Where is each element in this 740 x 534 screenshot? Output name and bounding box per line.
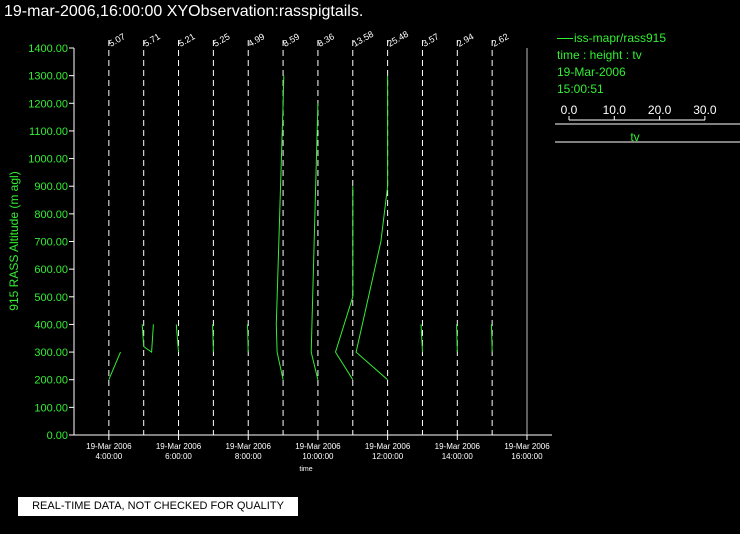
y-tick-label: 300.00 bbox=[34, 347, 68, 359]
x-tick-date: 19-Mar 2006 bbox=[295, 442, 341, 451]
profile-line bbox=[212, 324, 214, 353]
profile-max-label: 13.58 bbox=[351, 29, 376, 49]
x-tick-time: 4:00:00 bbox=[95, 452, 122, 461]
y-tick-label: 1100.00 bbox=[29, 126, 68, 138]
profile-max-label: 5.71 bbox=[142, 31, 162, 48]
legend-series: iss-mapr/rass915 bbox=[557, 30, 666, 47]
profile-max-label: 5.07 bbox=[107, 31, 127, 48]
profiles: 5.07 5.71 5.21 5.25 4.99 8.59 8.36 13.58 25.48 3.… bbox=[107, 29, 510, 435]
y-tick-label: 700.00 bbox=[34, 237, 68, 249]
legend-scale-tick-label: 30.0 bbox=[693, 103, 717, 117]
legend-series-name: iss-mapr/rass915 bbox=[574, 31, 667, 45]
x-tick-date: 19-Mar 2006 bbox=[156, 442, 202, 451]
profile-max-label: 8.36 bbox=[316, 31, 336, 48]
profile-max-label: 2.62 bbox=[490, 31, 510, 48]
legend-date: 19-Mar-2006 bbox=[557, 65, 626, 79]
x-axis-label: time bbox=[299, 466, 312, 473]
legend-scale: 0.0 10.0 20.0 30.0 tv bbox=[555, 103, 740, 144]
x-tick-time: 16:00:00 bbox=[511, 452, 543, 461]
y-tick-label: 400.00 bbox=[34, 319, 68, 331]
y-tick-label: 800.00 bbox=[34, 209, 68, 221]
x-tick-date: 19-Mar 2006 bbox=[86, 442, 132, 451]
x-tick-time: 14:00:00 bbox=[442, 452, 474, 461]
profile-line bbox=[456, 324, 458, 353]
legend-scale-label: tv bbox=[630, 130, 639, 144]
profile-max-label: 2.94 bbox=[455, 31, 475, 48]
y-axis: 0.00 100.00 200.00 300.00 400.00 500.00 600.00… bbox=[28, 43, 75, 442]
y-tick-label: 900.00 bbox=[34, 181, 68, 193]
legend-line-swatch bbox=[557, 38, 573, 40]
y-tick-label: 1200.00 bbox=[28, 98, 68, 110]
x-tick-date: 19-Mar 2006 bbox=[226, 442, 272, 451]
profile-line bbox=[175, 324, 179, 353]
profile-line bbox=[490, 324, 493, 353]
y-tick-label: 1400.00 bbox=[28, 43, 68, 55]
x-tick-time: 12:00:00 bbox=[372, 452, 404, 461]
x-tick-date: 19-Mar 2006 bbox=[435, 442, 481, 451]
profile-line bbox=[355, 75, 389, 381]
profile-max-label: 25.48 bbox=[386, 29, 411, 49]
profile-line bbox=[420, 324, 423, 353]
profile-max-label: 8.59 bbox=[281, 31, 301, 48]
x-tick-date: 19-Mar 2006 bbox=[504, 442, 550, 451]
x-tick-time: 10:00:00 bbox=[302, 452, 334, 461]
profile-max-label: 5.21 bbox=[177, 31, 197, 48]
legend-variable: time : height : tv bbox=[557, 48, 642, 62]
profile-line bbox=[275, 75, 285, 380]
profile-line bbox=[108, 351, 121, 380]
legend-scale-tick-label: 10.0 bbox=[603, 103, 627, 117]
legend-scale-tick-label: 0.0 bbox=[561, 103, 578, 117]
y-tick-label: 600.00 bbox=[34, 264, 68, 276]
x-tick-time: 8:00:00 bbox=[235, 452, 262, 461]
page-title: 19-mar-2006,16:00:00 XYObservation:rassp… bbox=[4, 3, 364, 20]
y-tick-label: 0.00 bbox=[47, 430, 68, 442]
profile-max-label: 3.57 bbox=[420, 31, 440, 48]
y-tick-label: 1300.00 bbox=[28, 71, 68, 83]
profile-max-label: 5.25 bbox=[211, 31, 231, 48]
profile-line bbox=[334, 186, 354, 380]
y-tick-label: 500.00 bbox=[34, 292, 68, 304]
legend: iss-mapr/rass915 time : height : tv 19-M… bbox=[557, 30, 666, 98]
y-axis-label: 915 RASS Altitude (m agl) bbox=[7, 171, 21, 310]
profile-line bbox=[310, 103, 319, 380]
quality-notice: REAL-TIME DATA, NOT CHECKED FOR QUALITY bbox=[18, 497, 298, 516]
y-tick-label: 100.00 bbox=[34, 402, 68, 414]
x-tick-date: 19-Mar 2006 bbox=[365, 442, 411, 451]
legend-scale-tick-label: 20.0 bbox=[648, 103, 672, 117]
x-tick-time: 6:00:00 bbox=[165, 452, 192, 461]
legend-time: 15:00:51 bbox=[557, 82, 604, 96]
y-tick-label: 1000.00 bbox=[28, 154, 68, 166]
profile-line bbox=[141, 324, 154, 354]
profile-line bbox=[247, 324, 249, 353]
y-tick-label: 200.00 bbox=[34, 375, 68, 387]
profile-max-label: 4.99 bbox=[246, 31, 266, 48]
